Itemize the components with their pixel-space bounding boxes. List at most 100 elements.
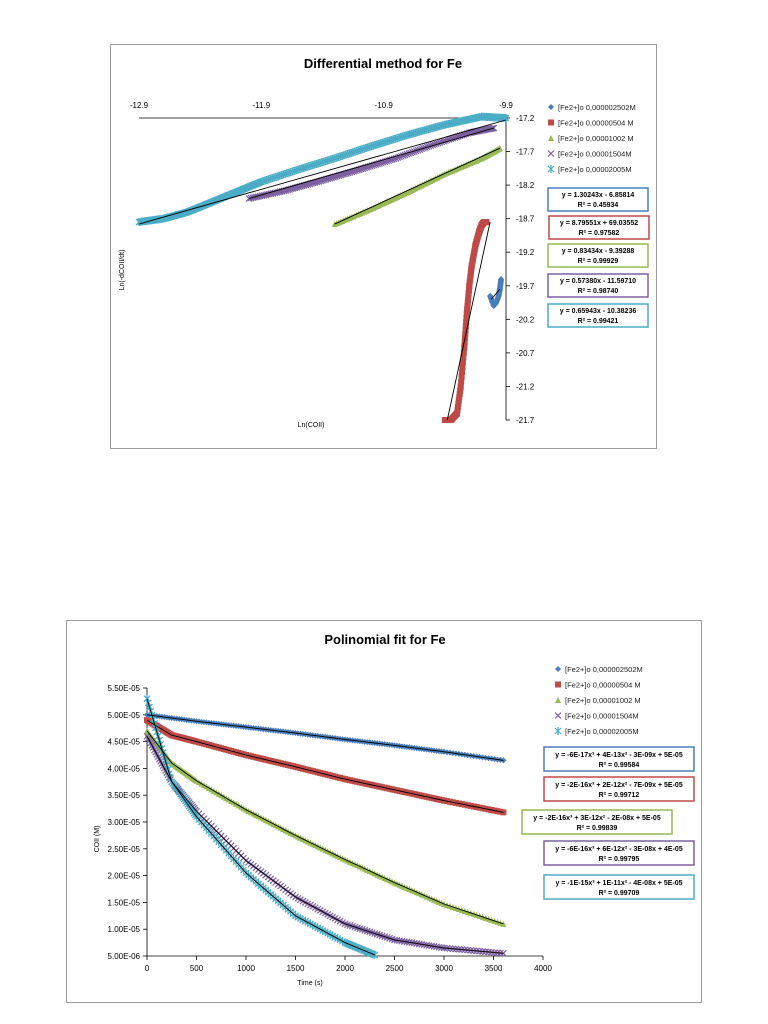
y-axis-label: Ln(-dCOII/dt) — [119, 250, 126, 291]
legend-entry: [Fe2+]o 0,00000504 M — [565, 681, 641, 690]
y-tick-label: 5.00E-05 — [108, 711, 141, 720]
equation-box — [521, 809, 673, 835]
x-tick-label: -12.9 — [130, 101, 149, 110]
legend-entry: [Fe2+]o 0,00001504M — [558, 150, 632, 159]
data-point — [465, 290, 472, 297]
legend-marker — [555, 666, 561, 672]
x-tick-label: 2500 — [386, 964, 404, 973]
data-point — [408, 148, 416, 156]
x-tick-label: 2000 — [336, 964, 354, 973]
trendline-0 — [490, 288, 501, 300]
trendline-2 — [334, 147, 501, 225]
trendline-r2: R² = 0.99421 — [578, 318, 619, 325]
series-3 — [143, 732, 507, 957]
legend-entry: [Fe2+]o 0,00001002 M — [565, 696, 641, 705]
equation-box — [547, 273, 649, 298]
y-tick-label: -20.2 — [516, 315, 535, 324]
data-point — [461, 343, 468, 350]
y-axis-label: COII (M) — [94, 826, 101, 853]
data-point — [431, 140, 438, 148]
trendline-r2: R² = 0.99709 — [599, 890, 640, 897]
differential-method-chart: Differential method for Fe -12.9 -11.9 -10… — [110, 44, 657, 449]
data-point — [465, 296, 472, 303]
equation-box — [547, 187, 649, 212]
x-tick-label: 3500 — [485, 964, 503, 973]
data-point — [390, 155, 398, 163]
y-tick-label: -17.7 — [516, 148, 535, 157]
data-point — [371, 950, 379, 959]
data-point — [465, 287, 472, 294]
data-point — [425, 142, 433, 150]
trendline-equation: y = 8.79551x + 69.03552 — [560, 220, 638, 227]
legend-marker — [548, 104, 554, 110]
data-point — [464, 303, 471, 310]
trendline-1 — [446, 221, 491, 421]
data-point — [463, 309, 470, 316]
x-tick-label: 1000 — [237, 964, 255, 973]
equation-box — [543, 840, 695, 866]
data-point — [483, 219, 490, 226]
data-point — [459, 359, 466, 366]
data-point — [500, 920, 507, 927]
data-point — [458, 373, 465, 380]
series-0 — [144, 711, 507, 764]
data-point — [454, 410, 461, 417]
legend-entry: [Fe2+]o 0,000002502M — [558, 103, 636, 112]
y-tick-label: 3.50E-05 — [108, 791, 141, 800]
equation-box — [547, 303, 649, 328]
equation-box — [547, 243, 649, 268]
y-tick-label: -17.2 — [516, 114, 535, 123]
y-tick-label: -19.7 — [516, 282, 535, 291]
legend-marker — [548, 135, 554, 141]
trendline-equation: y = 0.57380x - 11.59710 — [560, 278, 636, 285]
legend-marker — [554, 727, 562, 735]
polinomial-fit-chart: Polinomial fit for Fe 0 500 1000 1500 2000 25… — [66, 620, 702, 1003]
y-tick-label: -19.2 — [516, 248, 535, 257]
x-tick-label: -9.9 — [499, 101, 513, 110]
series-0 — [487, 276, 505, 309]
data-point — [463, 314, 470, 321]
trendline-equation: y = -2E-16x³ + 2E-12x² - 7E-09x + 5E-05 — [555, 782, 683, 789]
data-point — [465, 293, 472, 300]
data-point — [460, 354, 467, 361]
trendline-4 — [146, 698, 375, 956]
data-point — [462, 323, 469, 330]
equation-box — [543, 874, 695, 900]
y-tick-label: 5.50E-05 — [108, 684, 141, 693]
data-point — [490, 124, 498, 132]
trendline-3 — [248, 127, 494, 199]
data-point — [502, 114, 510, 122]
data-point — [454, 407, 461, 414]
x-tick-label: 500 — [190, 964, 204, 973]
y-tick-label: -20.7 — [516, 349, 535, 358]
data-point — [460, 349, 467, 356]
x-axis-label: Time (s) — [297, 980, 322, 987]
series-1 — [144, 717, 507, 816]
legend-entry: [Fe2+]o 0,00002005M — [558, 165, 632, 174]
data-point — [455, 400, 462, 407]
y-tick-label: 3.00E-05 — [108, 818, 141, 827]
trendline-r2: R² = 0.99584 — [599, 762, 640, 769]
x-tick-label: 4000 — [534, 964, 552, 973]
y-tick-label: -18.7 — [516, 215, 535, 224]
legend-marker — [554, 712, 562, 719]
data-point — [456, 394, 463, 401]
trendline-r2: R² = 0.97582 — [579, 230, 620, 237]
legend-marker — [555, 681, 561, 688]
differential-method-plot: Differential method for Fe -12.9 -11.9 -10… — [119, 56, 650, 429]
series-2 — [331, 145, 503, 228]
legend-entry: [Fe2+]o 0,000002502M — [565, 665, 643, 674]
trendline-equation: y = -2E-16x³ + 3E-12x² - 2E-08x + 5E-05 — [533, 815, 661, 822]
y-tick-label: 2.50E-05 — [108, 845, 141, 854]
trendline-equation: y = 0.65943x - 10.38236 — [560, 308, 637, 315]
trendline-r2: R² = 0.99839 — [577, 825, 618, 832]
series-2 — [144, 727, 507, 927]
data-point — [458, 378, 465, 385]
trendline-r2: R² = 0.99712 — [599, 792, 640, 799]
data-point — [427, 142, 435, 149]
x-tick-label: -10.9 — [375, 101, 394, 110]
y-tick-label: 1.00E-05 — [108, 925, 141, 934]
trendline-equation: y = -6E-17x³ + 4E-13x² - 3E-09x + 5E-05 — [555, 752, 683, 759]
y-tick-label: -18.2 — [516, 181, 535, 190]
legend-marker — [555, 697, 561, 703]
